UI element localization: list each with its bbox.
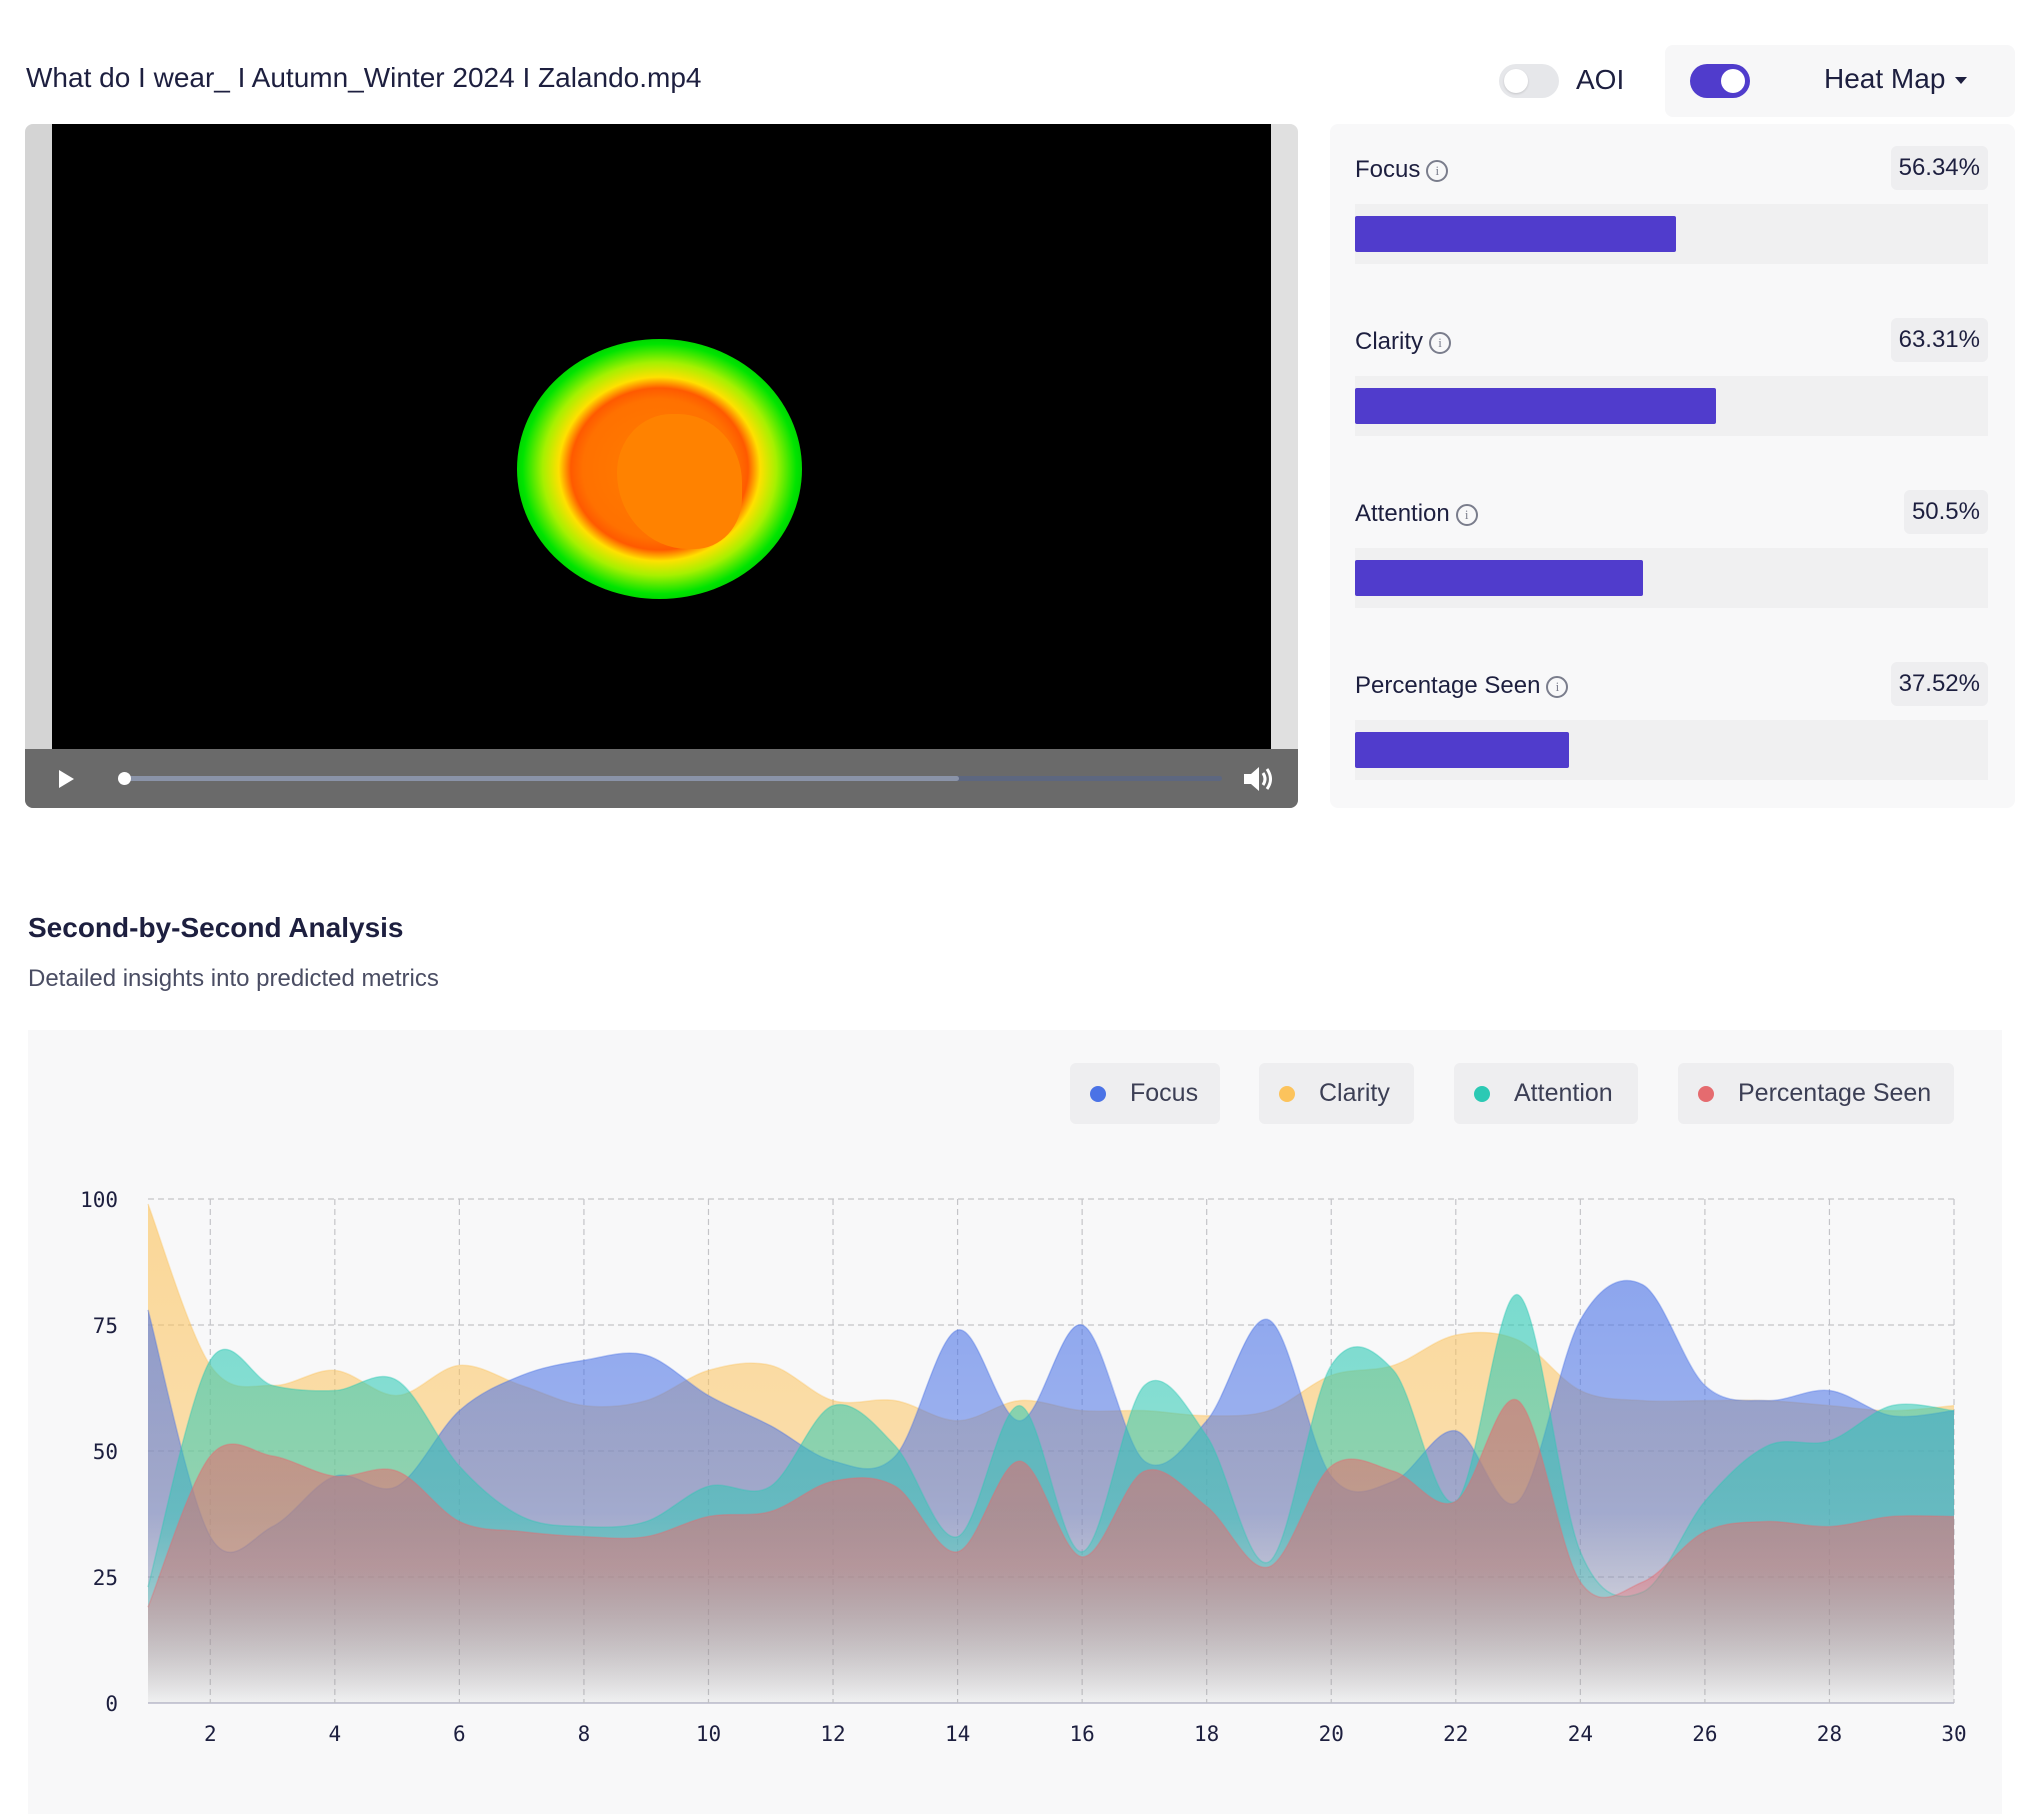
- x-tick-label: 22: [1443, 1722, 1468, 1746]
- heatmap-toggle[interactable]: [1690, 64, 1750, 98]
- legend-dot: [1698, 1086, 1714, 1102]
- legend-label: Clarity: [1319, 1079, 1390, 1107]
- aoi-toggle[interactable]: [1499, 64, 1559, 98]
- legend-label: Percentage Seen: [1738, 1079, 1932, 1107]
- heatmap-hotspot: [617, 414, 742, 549]
- info-icon[interactable]: i: [1426, 159, 1449, 182]
- y-tick-label: 25: [93, 1566, 118, 1590]
- x-tick-label: 6: [453, 1722, 466, 1746]
- x-tick-label: 20: [1319, 1722, 1344, 1746]
- metric-label: Attention i: [1355, 500, 1478, 528]
- metric-bar-fill: [1355, 388, 1716, 424]
- y-tick-label: 100: [80, 1188, 118, 1212]
- section-subtitle: Detailed insights into predicted metrics: [28, 965, 439, 992]
- metric-bar: [1355, 376, 1988, 436]
- metric-value: 37.52%: [1890, 662, 1988, 706]
- metric-bar: [1355, 204, 1988, 264]
- x-tick-label: 10: [696, 1722, 721, 1746]
- metric-value: 50.5%: [1903, 490, 1988, 534]
- video-player[interactable]: [25, 124, 1298, 808]
- video-title: What do I wear_ I Autumn_Winter 2024 I Z…: [26, 62, 702, 93]
- legend-dot: [1474, 1086, 1490, 1102]
- metric-label: Clarity i: [1355, 328, 1452, 356]
- info-icon[interactable]: i: [1546, 675, 1569, 698]
- legend-label: Focus: [1130, 1079, 1199, 1107]
- x-tick-label: 2: [204, 1722, 217, 1746]
- series-line-attention: [147, 1294, 1955, 1598]
- metric-bar: [1355, 720, 1988, 780]
- play-icon[interactable]: [59, 770, 74, 788]
- metric-value: 56.34%: [1890, 146, 1988, 190]
- metric-label: Focus i: [1355, 156, 1449, 184]
- legend-label: Attention: [1514, 1079, 1613, 1107]
- x-tick-label: 26: [1692, 1722, 1717, 1746]
- series-line-percentage-seen: [147, 1398, 1955, 1608]
- x-tick-label: 16: [1069, 1722, 1094, 1746]
- volume-icon[interactable]: [1242, 764, 1276, 794]
- x-tick-label: 14: [945, 1722, 970, 1746]
- legend-dot: [1279, 1086, 1295, 1102]
- metric-bar-fill: [1355, 732, 1569, 768]
- legend-item-percentage-seen[interactable]: Percentage Seen: [1678, 1063, 1954, 1124]
- video-controls: [25, 749, 1298, 808]
- legend-dot: [1090, 1086, 1106, 1102]
- metric-bar-fill: [1355, 560, 1643, 596]
- video-screen[interactable]: [52, 124, 1271, 749]
- metric-bar-fill: [1355, 216, 1676, 252]
- caret-down-icon: [1955, 77, 1968, 85]
- metric-label: Percentage Seen i: [1355, 672, 1569, 700]
- section-title: Second-by-Second Analysis: [28, 912, 404, 943]
- metrics-panel: Focus i 56.34% Clarity i 63.31% Attention i…: [1330, 124, 2015, 808]
- x-tick-label: 28: [1817, 1722, 1842, 1746]
- info-icon[interactable]: i: [1455, 503, 1478, 526]
- seek-bar[interactable]: [125, 776, 1222, 781]
- legend-item-focus[interactable]: Focus: [1070, 1063, 1220, 1124]
- metric-bar: [1355, 548, 1988, 608]
- aoi-label: AOI: [1576, 64, 1625, 95]
- legend-item-clarity[interactable]: Clarity: [1259, 1063, 1414, 1124]
- seek-buffered: [125, 776, 959, 781]
- metric-value: 63.31%: [1890, 318, 1988, 362]
- seek-thumb[interactable]: [118, 772, 131, 785]
- view-mode-label: Heat Map: [1824, 63, 1946, 94]
- view-mode-dropdown[interactable]: Heat Map: [1824, 63, 1968, 95]
- x-tick-label: 8: [578, 1722, 591, 1746]
- x-tick-label: 18: [1194, 1722, 1219, 1746]
- y-tick-label: 50: [93, 1440, 118, 1464]
- toggle-knob: [1504, 69, 1528, 93]
- x-tick-label: 12: [820, 1722, 845, 1746]
- y-tick-label: 0: [105, 1692, 118, 1716]
- info-icon[interactable]: i: [1429, 331, 1452, 354]
- series-area-percentage-seen: [148, 1399, 1954, 1703]
- x-tick-label: 4: [328, 1722, 341, 1746]
- toggle-knob: [1721, 69, 1745, 93]
- legend-item-attention[interactable]: Attention: [1454, 1063, 1638, 1124]
- x-tick-label: 24: [1568, 1722, 1593, 1746]
- y-tick-label: 75: [93, 1314, 118, 1338]
- x-tick-label: 30: [1941, 1722, 1966, 1746]
